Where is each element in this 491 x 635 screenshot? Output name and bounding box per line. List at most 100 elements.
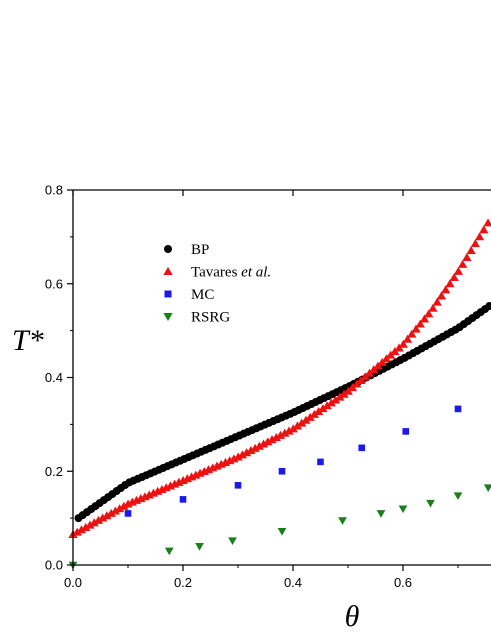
tavares-et-al--point bbox=[81, 522, 91, 531]
rsrg-point bbox=[195, 542, 204, 551]
tavares-et-al--point bbox=[419, 314, 430, 323]
rsrg-point bbox=[164, 547, 174, 556]
rsrg-point bbox=[228, 537, 237, 545]
y-tick-label: 0.6 bbox=[45, 276, 63, 291]
rsrg-point bbox=[426, 499, 435, 508]
rsrg-point bbox=[483, 484, 491, 493]
legend-entry: MC bbox=[191, 287, 214, 303]
tavares-et-al--point bbox=[89, 518, 99, 527]
tavares-et-al--point bbox=[445, 279, 455, 288]
axes: 0.0 0.2 0.4 0.6 0.0 0.2 0.4 0.6 0.8 bbox=[45, 183, 491, 590]
tavares-et-al--point bbox=[436, 291, 447, 300]
bp-point bbox=[485, 302, 491, 311]
rsrg-point bbox=[376, 510, 386, 518]
legend: BP Tavares et al. MC RSRG bbox=[163, 242, 271, 326]
legend-marker bbox=[164, 290, 172, 298]
mc-point bbox=[454, 405, 462, 413]
mc-point bbox=[234, 482, 242, 489]
mc-point bbox=[179, 496, 187, 503]
tavares-et-al--point bbox=[462, 252, 472, 262]
tavares-et-al--point bbox=[309, 409, 319, 418]
mc-point bbox=[124, 510, 132, 517]
tavares-et-al--point bbox=[314, 406, 324, 416]
tavares-et-al--point bbox=[411, 324, 421, 333]
tavares-et-al--point bbox=[246, 446, 256, 455]
tavares-et-al--point bbox=[254, 441, 264, 450]
tavares-et-al--point bbox=[102, 511, 112, 520]
tavares-et-al--point bbox=[318, 404, 328, 413]
tavares-et-al--point bbox=[479, 225, 489, 234]
tavares-et-al--point bbox=[237, 450, 247, 459]
tavares-et-al--point bbox=[258, 439, 269, 448]
x-tick-label: 0.2 bbox=[174, 575, 192, 590]
tavares-et-al--point bbox=[402, 334, 413, 343]
tavares-et-al--point bbox=[233, 452, 243, 461]
tavares-et-al--point bbox=[449, 273, 459, 282]
tavares-et-al--point bbox=[288, 424, 298, 433]
mc-point bbox=[402, 428, 410, 435]
tavares-et-al--point bbox=[428, 303, 438, 312]
tavares-et-al--point bbox=[119, 501, 129, 510]
tavares-et-al--point bbox=[110, 506, 120, 515]
tavares-et-al--point bbox=[407, 329, 417, 338]
tavares-et-al--point bbox=[106, 508, 116, 517]
tavares-et-al--point bbox=[453, 266, 463, 275]
x-tick-label: 0.4 bbox=[284, 575, 302, 590]
y-tick-label: 0.0 bbox=[45, 558, 63, 573]
tavares-et-al--point bbox=[330, 395, 341, 404]
series-mc bbox=[124, 405, 462, 517]
mc-point bbox=[317, 458, 324, 466]
tavares-et-al--point bbox=[280, 428, 290, 437]
legend-entry: BP bbox=[191, 242, 209, 258]
tavares-et-al--point bbox=[305, 412, 315, 421]
tavares-et-al--point bbox=[76, 525, 87, 534]
legend-marker bbox=[163, 266, 173, 275]
tavares-et-al--point bbox=[250, 443, 260, 452]
tavares-et-al--point bbox=[263, 437, 273, 446]
y-tick-label: 0.2 bbox=[45, 464, 63, 479]
tavares-et-al--point bbox=[483, 218, 491, 227]
tavares-et-al--point bbox=[326, 398, 336, 407]
x-tick-label: 0.6 bbox=[394, 575, 412, 590]
tavares-et-al--point bbox=[85, 520, 95, 529]
series-bp bbox=[74, 302, 491, 523]
legend-marker bbox=[163, 313, 173, 322]
x-tick-label: 0.0 bbox=[64, 575, 82, 590]
tavares-et-al--point bbox=[322, 401, 332, 410]
tavares-et-al--point bbox=[98, 513, 108, 522]
mc-point bbox=[358, 444, 366, 452]
y-tick-label: 0.8 bbox=[45, 183, 63, 198]
series-rsrg bbox=[68, 484, 491, 570]
tavares-et-al--point bbox=[242, 448, 252, 457]
tavares-et-al--point bbox=[466, 246, 476, 255]
mc-point bbox=[278, 467, 286, 475]
legend-entry: Tavares et al. bbox=[191, 265, 271, 281]
tavares-et-al--point bbox=[424, 309, 434, 318]
tavares-et-al--point bbox=[458, 259, 468, 268]
tavares-et-al--point bbox=[339, 389, 349, 398]
tavares-et-al--point bbox=[275, 430, 286, 439]
tavares-et-al--point bbox=[284, 426, 294, 435]
series-tavares-et-al- bbox=[68, 218, 491, 538]
rsrg-point bbox=[277, 527, 287, 536]
y-axis-label: T* bbox=[12, 324, 44, 357]
tavares-et-al--point bbox=[474, 232, 485, 241]
plot-area bbox=[68, 218, 491, 570]
rsrg-point bbox=[398, 505, 408, 514]
tavares-et-al--point bbox=[415, 319, 425, 328]
tavares-et-al--point bbox=[470, 239, 480, 248]
tavares-et-al--point bbox=[301, 415, 311, 424]
tavares-et-al--point bbox=[114, 504, 125, 513]
tavares-et-al--point bbox=[441, 285, 451, 294]
tavares-et-al--point bbox=[297, 418, 307, 427]
legend-entry: RSRG bbox=[191, 310, 230, 326]
tavares-et-al--point bbox=[72, 527, 82, 536]
x-axis-label: θ bbox=[345, 600, 360, 633]
rsrg-point bbox=[338, 517, 347, 525]
rsrg-point bbox=[453, 492, 463, 500]
tavares-et-al--point bbox=[398, 339, 408, 348]
legend-marker bbox=[164, 245, 172, 253]
tavares-et-al--point bbox=[292, 421, 303, 430]
y-tick-label: 0.4 bbox=[45, 370, 63, 385]
tavares-et-al--point bbox=[432, 297, 442, 306]
